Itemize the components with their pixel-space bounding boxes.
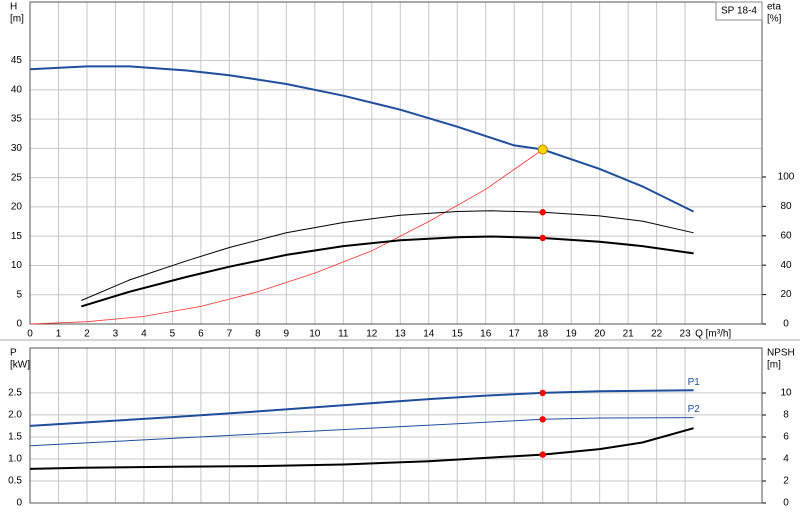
y-tick-label: 1.0 xyxy=(8,454,22,465)
x-tick-label: 9 xyxy=(284,329,290,340)
y2-tick-label: 80 xyxy=(780,201,792,212)
plot-frame xyxy=(29,347,763,504)
x-tick-label: 7 xyxy=(227,329,233,340)
y-tick-label: 45 xyxy=(11,55,23,66)
chart-title: SP 18-4 xyxy=(721,6,757,17)
operating-point xyxy=(539,451,546,458)
x-tick-label: 11 xyxy=(338,329,349,340)
operating-point xyxy=(539,234,546,242)
curve xyxy=(29,427,694,470)
operating-point xyxy=(539,209,546,216)
curve-label: P1 xyxy=(688,377,701,388)
y2-tick-label: 6 xyxy=(783,432,789,443)
y2-tick-label: 0 xyxy=(783,319,789,330)
x-tick-label: 8 xyxy=(255,329,261,340)
y2-tick-label: 20 xyxy=(780,289,792,300)
operating-point xyxy=(537,144,548,155)
x-tick-label: 16 xyxy=(480,329,492,340)
x-tick-label: 10 xyxy=(309,329,321,340)
x-tick-label: 6 xyxy=(198,329,204,340)
y-axis-unit: [m] xyxy=(10,14,24,25)
y-tick-label: 20 xyxy=(11,202,23,213)
x-tick-label: 3 xyxy=(113,329,119,340)
y2-tick-label: 10 xyxy=(780,388,792,399)
x-tick-label: 20 xyxy=(594,329,606,340)
operating-point xyxy=(539,416,546,423)
y-tick-label: 2.0 xyxy=(8,410,22,421)
y2-tick-label: 100 xyxy=(778,172,795,183)
y-tick-label: 2.5 xyxy=(8,388,22,399)
x-tick-label: 5 xyxy=(170,329,176,340)
x-tick-label: 21 xyxy=(623,329,635,340)
curve xyxy=(29,65,695,213)
y2-tick-label: 60 xyxy=(780,230,792,241)
x-tick-label: 14 xyxy=(423,329,435,340)
y2-tick-label: 4 xyxy=(783,454,789,465)
curve-label: P2 xyxy=(688,404,701,415)
y2-axis-label: NPSH xyxy=(767,348,795,359)
y-tick-label: 15 xyxy=(11,231,23,242)
y-tick-label: 1.5 xyxy=(8,432,22,443)
x-tick-label: 17 xyxy=(509,329,521,340)
x-tick-label: 2 xyxy=(84,329,90,340)
x-tick-label: 4 xyxy=(141,329,147,340)
y2-tick-label: 2 xyxy=(783,476,789,487)
curve xyxy=(81,210,694,301)
curve xyxy=(81,235,694,308)
x-tick-label: 18 xyxy=(537,329,549,340)
x-tick-label: 13 xyxy=(395,329,407,340)
operating-point xyxy=(539,389,546,397)
curve xyxy=(29,149,543,325)
x-tick-label: 15 xyxy=(452,329,464,340)
title-box xyxy=(715,1,763,21)
x-tick-label: 22 xyxy=(651,329,663,340)
y2-axis-label: eta xyxy=(767,2,781,13)
y-tick-label: 0 xyxy=(16,319,22,330)
y-tick-label: 10 xyxy=(11,260,23,271)
curve xyxy=(29,389,694,427)
y-tick-label: 40 xyxy=(11,84,23,95)
curve xyxy=(29,417,694,447)
y2-axis-unit: [m] xyxy=(767,360,781,371)
y-axis-unit: [kW] xyxy=(10,360,30,371)
x-axis-label: Q [m³/h] xyxy=(695,329,731,340)
plot-frame xyxy=(29,1,763,325)
y-tick-label: 25 xyxy=(11,172,23,183)
y2-tick-label: 40 xyxy=(780,260,792,271)
y-tick-label: 0 xyxy=(16,498,22,509)
y-tick-label: 35 xyxy=(11,114,23,125)
y-tick-label: 30 xyxy=(11,143,23,154)
y2-tick-label: 8 xyxy=(783,410,789,421)
y-axis-label: H xyxy=(10,2,17,13)
y2-tick-label: 0 xyxy=(783,498,789,509)
y-tick-label: 0.5 xyxy=(8,476,22,487)
x-tick-label: 19 xyxy=(566,329,578,340)
y-tick-label: 5 xyxy=(16,289,22,300)
x-tick-label: 1 xyxy=(56,329,62,340)
x-tick-label: 23 xyxy=(680,329,692,340)
x-tick-label: 12 xyxy=(366,329,378,340)
y2-axis-unit: [%] xyxy=(767,14,782,25)
y-axis-label: P xyxy=(10,348,17,359)
x-tick-label: 0 xyxy=(27,329,33,340)
